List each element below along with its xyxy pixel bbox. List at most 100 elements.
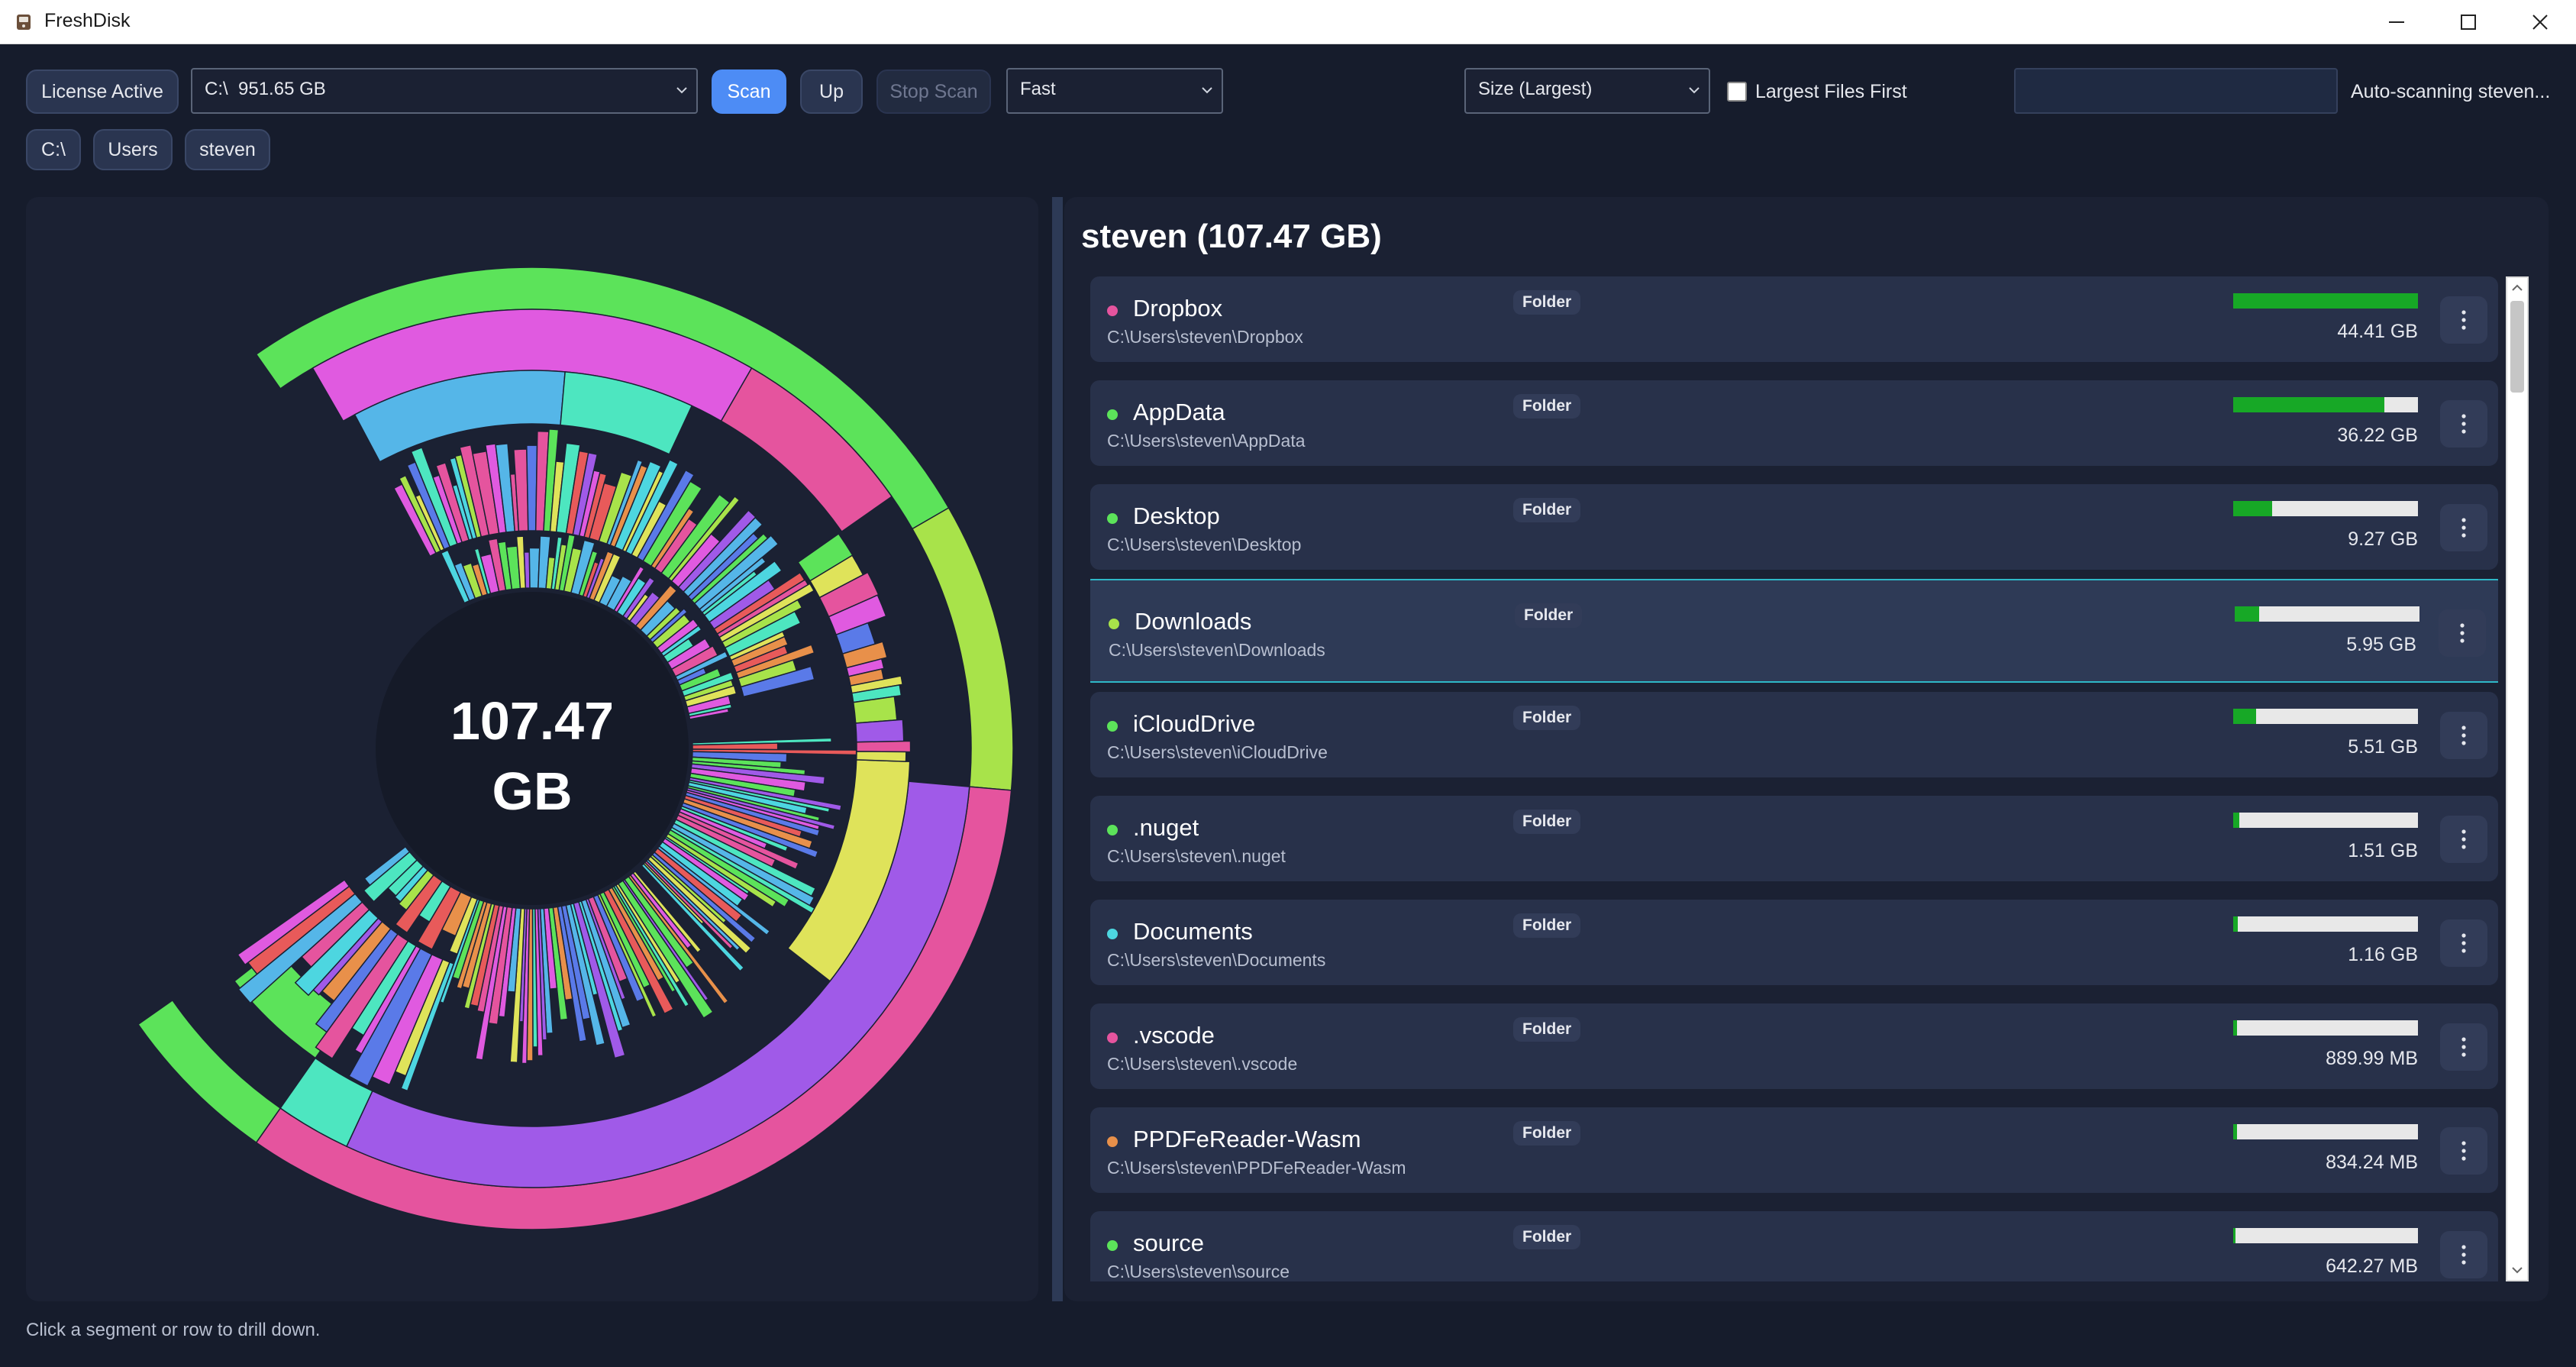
color-dot (1107, 929, 1118, 939)
title-bar: FreshDisk (0, 0, 2576, 44)
scan-button[interactable]: Scan (712, 69, 786, 114)
type-badge: Folder (1513, 498, 1581, 522)
folder-row[interactable]: Dropbox C:\Users\steven\Dropbox Folder 44.4… (1090, 276, 2498, 362)
folder-path: C:\Users\steven\.nuget (1107, 846, 1286, 866)
folder-row[interactable]: iCloudDrive C:\Users\steven\iCloudDrive Fo… (1090, 692, 2498, 777)
sunburst-segment[interactable] (720, 367, 893, 533)
sunburst-segment[interactable] (786, 759, 911, 982)
sunburst-segment[interactable] (137, 999, 282, 1144)
row-more-button[interactable] (2439, 609, 2486, 657)
scroll-thumb[interactable] (2510, 301, 2524, 393)
color-dot (1107, 409, 1118, 420)
folder-path: C:\Users\steven\Dropbox (1107, 327, 1303, 347)
close-icon (2532, 15, 2548, 30)
panel-splitter[interactable] (1052, 197, 1063, 1301)
breadcrumb-users[interactable]: Users (93, 129, 173, 170)
sunburst-segment[interactable] (237, 879, 350, 966)
sort-select[interactable]: Size (Largest) (1464, 68, 1710, 114)
folder-row[interactable]: Documents C:\Users\steven\Documents Folder… (1090, 900, 2498, 985)
chevron-down-icon (1689, 87, 1700, 94)
type-badge: Folder (1515, 603, 1583, 628)
folder-row[interactable]: PPDFeReader-Wasm C:\Users\steven\PPDFeRea… (1090, 1107, 2498, 1193)
size-bar (2235, 606, 2419, 622)
folder-path: C:\Users\steven\AppData (1107, 431, 1306, 451)
size-bar-fill (2233, 813, 2240, 828)
size-bar-fill (2233, 293, 2418, 309)
row-more-button[interactable] (2440, 712, 2487, 759)
sunburst-segment[interactable] (740, 665, 815, 698)
folder-size: 9.27 GB (2348, 528, 2418, 550)
sunburst-segment[interactable] (345, 780, 970, 1188)
type-badge: Folder (1513, 706, 1581, 730)
maximize-button[interactable] (2432, 0, 2504, 44)
chevron-down-icon (1202, 87, 1212, 94)
row-more-button[interactable] (2440, 919, 2487, 967)
folder-path: C:\Users\steven\Documents (1107, 950, 1326, 970)
chevron-down-icon (676, 87, 687, 94)
sunburst-center[interactable] (376, 592, 689, 905)
folder-row[interactable]: .nuget C:\Users\steven\.nuget Folder 1.51 G… (1090, 796, 2498, 881)
folder-name: iCloudDrive (1133, 710, 1256, 737)
freshdisk-icon (17, 15, 31, 30)
folder-row[interactable]: Desktop C:\Users\steven\Desktop Folder 9.27… (1090, 484, 2498, 570)
more-vertical-icon (2461, 414, 2466, 434)
more-vertical-icon (2461, 1037, 2466, 1057)
folder-path: C:\Users\steven\Desktop (1107, 535, 1302, 554)
footer-hint: Click a segment or row to drill down. (26, 1320, 321, 1340)
more-vertical-icon (2461, 933, 2466, 953)
license-button[interactable]: License Active (26, 69, 179, 114)
stop-scan-button[interactable]: Stop Scan (876, 69, 991, 114)
search-input[interactable] (2014, 68, 2338, 114)
sunburst-segment[interactable] (279, 1057, 373, 1148)
folder-name: Documents (1133, 918, 1253, 945)
folder-row[interactable]: Downloads C:\Users\steven\Downloads Folder… (1090, 579, 2498, 683)
total-size-value: 107.47 (450, 691, 615, 751)
color-dot (1107, 513, 1118, 524)
row-more-button[interactable] (2440, 400, 2487, 448)
up-button[interactable]: Up (800, 69, 863, 114)
folder-size: 36.22 GB (2337, 425, 2418, 446)
row-more-button[interactable] (2440, 1127, 2487, 1175)
color-dot (1107, 1136, 1118, 1147)
list-scrollbar[interactable] (2506, 276, 2529, 1281)
breadcrumb-steven[interactable]: steven (185, 129, 270, 170)
sunburst-chart (137, 267, 1014, 1230)
sunburst-segment[interactable] (363, 845, 411, 887)
folder-row[interactable]: AppData C:\Users\steven\AppData Folder 36.2… (1090, 380, 2498, 466)
breadcrumb-drive[interactable]: C:\ (26, 129, 81, 170)
more-vertical-icon (2461, 726, 2466, 745)
sunburst-segment[interactable] (688, 707, 730, 720)
row-more-button[interactable] (2440, 816, 2487, 863)
sort-select-value: Size (Largest) (1478, 79, 1593, 99)
size-bar-fill (2233, 1124, 2237, 1139)
maximize-icon (2461, 15, 2476, 30)
sunburst-segment[interactable] (641, 862, 745, 972)
type-badge: Folder (1513, 913, 1581, 938)
color-dot (1107, 825, 1118, 835)
folder-path: C:\Users\steven\PPDFeReader-Wasm (1107, 1158, 1406, 1178)
sunburst-segment[interactable] (560, 371, 693, 455)
speed-select[interactable]: Fast (1006, 68, 1223, 114)
scroll-up-icon[interactable] (2510, 281, 2524, 295)
folder-name: Downloads (1135, 608, 1252, 635)
row-more-button[interactable] (2440, 1023, 2487, 1071)
more-vertical-icon (2461, 829, 2466, 849)
folder-row[interactable]: source C:\Users\steven\source Folder 642.27… (1090, 1211, 2498, 1281)
largest-files-first-checkbox[interactable] (1727, 82, 1747, 102)
size-bar (2233, 813, 2418, 828)
row-more-button[interactable] (2440, 1231, 2487, 1278)
folder-list: Dropbox C:\Users\steven\Dropbox Folder 44.4… (1090, 276, 2498, 1281)
minimize-button[interactable] (2361, 0, 2432, 44)
row-more-button[interactable] (2440, 504, 2487, 551)
size-bar (2233, 1020, 2418, 1036)
sunburst-segment[interactable] (855, 751, 907, 762)
scroll-down-icon[interactable] (2510, 1263, 2524, 1277)
folder-path: C:\Users\steven\.vscode (1107, 1054, 1298, 1074)
folder-name: PPDFeReader-Wasm (1133, 1126, 1361, 1152)
close-button[interactable] (2504, 0, 2576, 44)
row-more-button[interactable] (2440, 296, 2487, 344)
drive-select[interactable]: C:\ 951.65 GB (191, 68, 698, 114)
size-bar (2233, 501, 2418, 516)
folder-row[interactable]: .vscode C:\Users\steven\.vscode Folder 889.… (1090, 1003, 2498, 1089)
folder-size: 642.27 MB (2326, 1256, 2418, 1277)
